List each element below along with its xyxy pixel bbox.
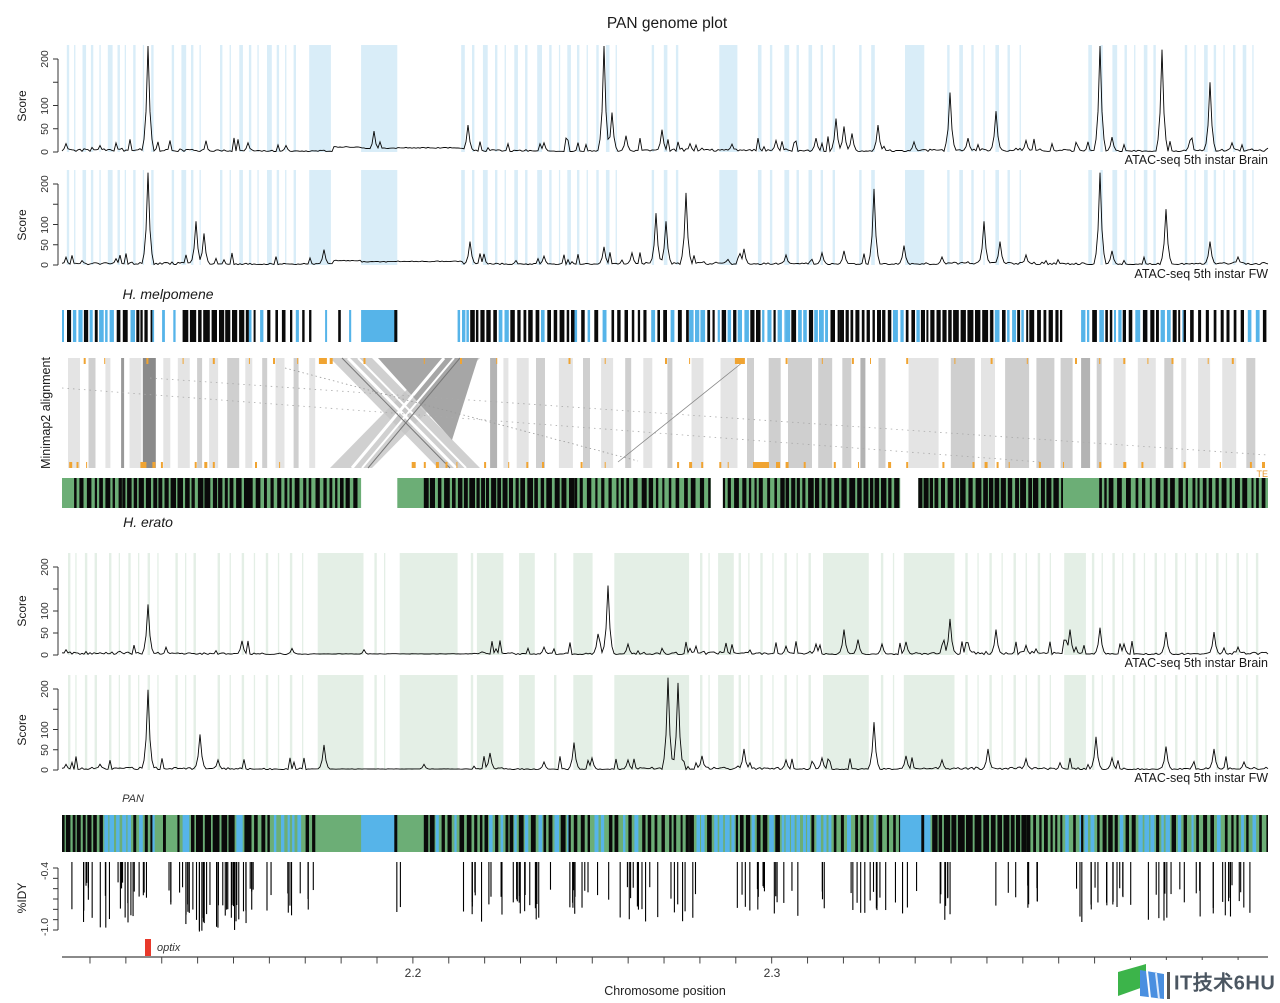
track-label-erato-fw: ATAC-seq 5th instar FW	[1134, 771, 1268, 785]
watermark-logo-icon	[1118, 964, 1170, 1000]
minimap2-axis-label: Minimap2 alignment	[39, 357, 53, 469]
watermark: IT技术6HU	[1108, 960, 1280, 1003]
pidy-tick-bottom: -1.0	[39, 917, 51, 937]
pidy-axis-label: %IDY	[15, 882, 29, 914]
species-label-pan: PAN	[122, 793, 144, 805]
score-tick-label: 100	[39, 97, 51, 115]
page-title: PAN genome plot	[606, 15, 728, 32]
score-tick-label: 0	[39, 652, 51, 658]
score-axis-label: Score	[15, 595, 29, 627]
score-tick-label: 200	[39, 558, 51, 576]
score-tick-label: 50	[39, 123, 51, 135]
te-label: TE	[1256, 469, 1268, 479]
score-tick-label: 200	[39, 175, 51, 193]
score-axis-label: Score	[15, 714, 29, 746]
score-tick-label: 100	[39, 216, 51, 234]
score-tick-label: 50	[39, 744, 51, 756]
score-tick-label: 100	[39, 602, 51, 620]
score-tick-label: 50	[39, 239, 51, 251]
track-label-erato-brain: ATAC-seq 5th instar Brain	[1124, 656, 1268, 670]
track-label-mel-brain: ATAC-seq 5th instar Brain	[1124, 153, 1268, 167]
pidy-tick-top: -0.4	[39, 861, 51, 881]
score-axis-label: Score	[15, 209, 29, 241]
score-tick-label: 0	[39, 262, 51, 268]
score-tick-label: 100	[39, 721, 51, 739]
xaxis-tick-2_3: 2.3	[763, 966, 781, 980]
score-tick-label: 50	[39, 627, 51, 639]
watermark-text: IT技术6HU	[1174, 972, 1276, 995]
score-tick-label: 200	[39, 50, 51, 68]
species-label-melpomene: H. melpomene	[122, 286, 214, 302]
xaxis-tick-2_2: 2.2	[404, 966, 422, 980]
optix-gene-label: optix	[157, 942, 181, 954]
species-label-erato: H. erato	[123, 514, 173, 530]
score-tick-label: 200	[39, 680, 51, 698]
track-label-mel-fw: ATAC-seq 5th instar FW	[1134, 267, 1268, 281]
score-tick-label: 0	[39, 149, 51, 155]
score-axis-label: Score	[15, 90, 29, 122]
score-tick-label: 0	[39, 767, 51, 773]
xaxis-title: Chromosome position	[604, 984, 726, 998]
